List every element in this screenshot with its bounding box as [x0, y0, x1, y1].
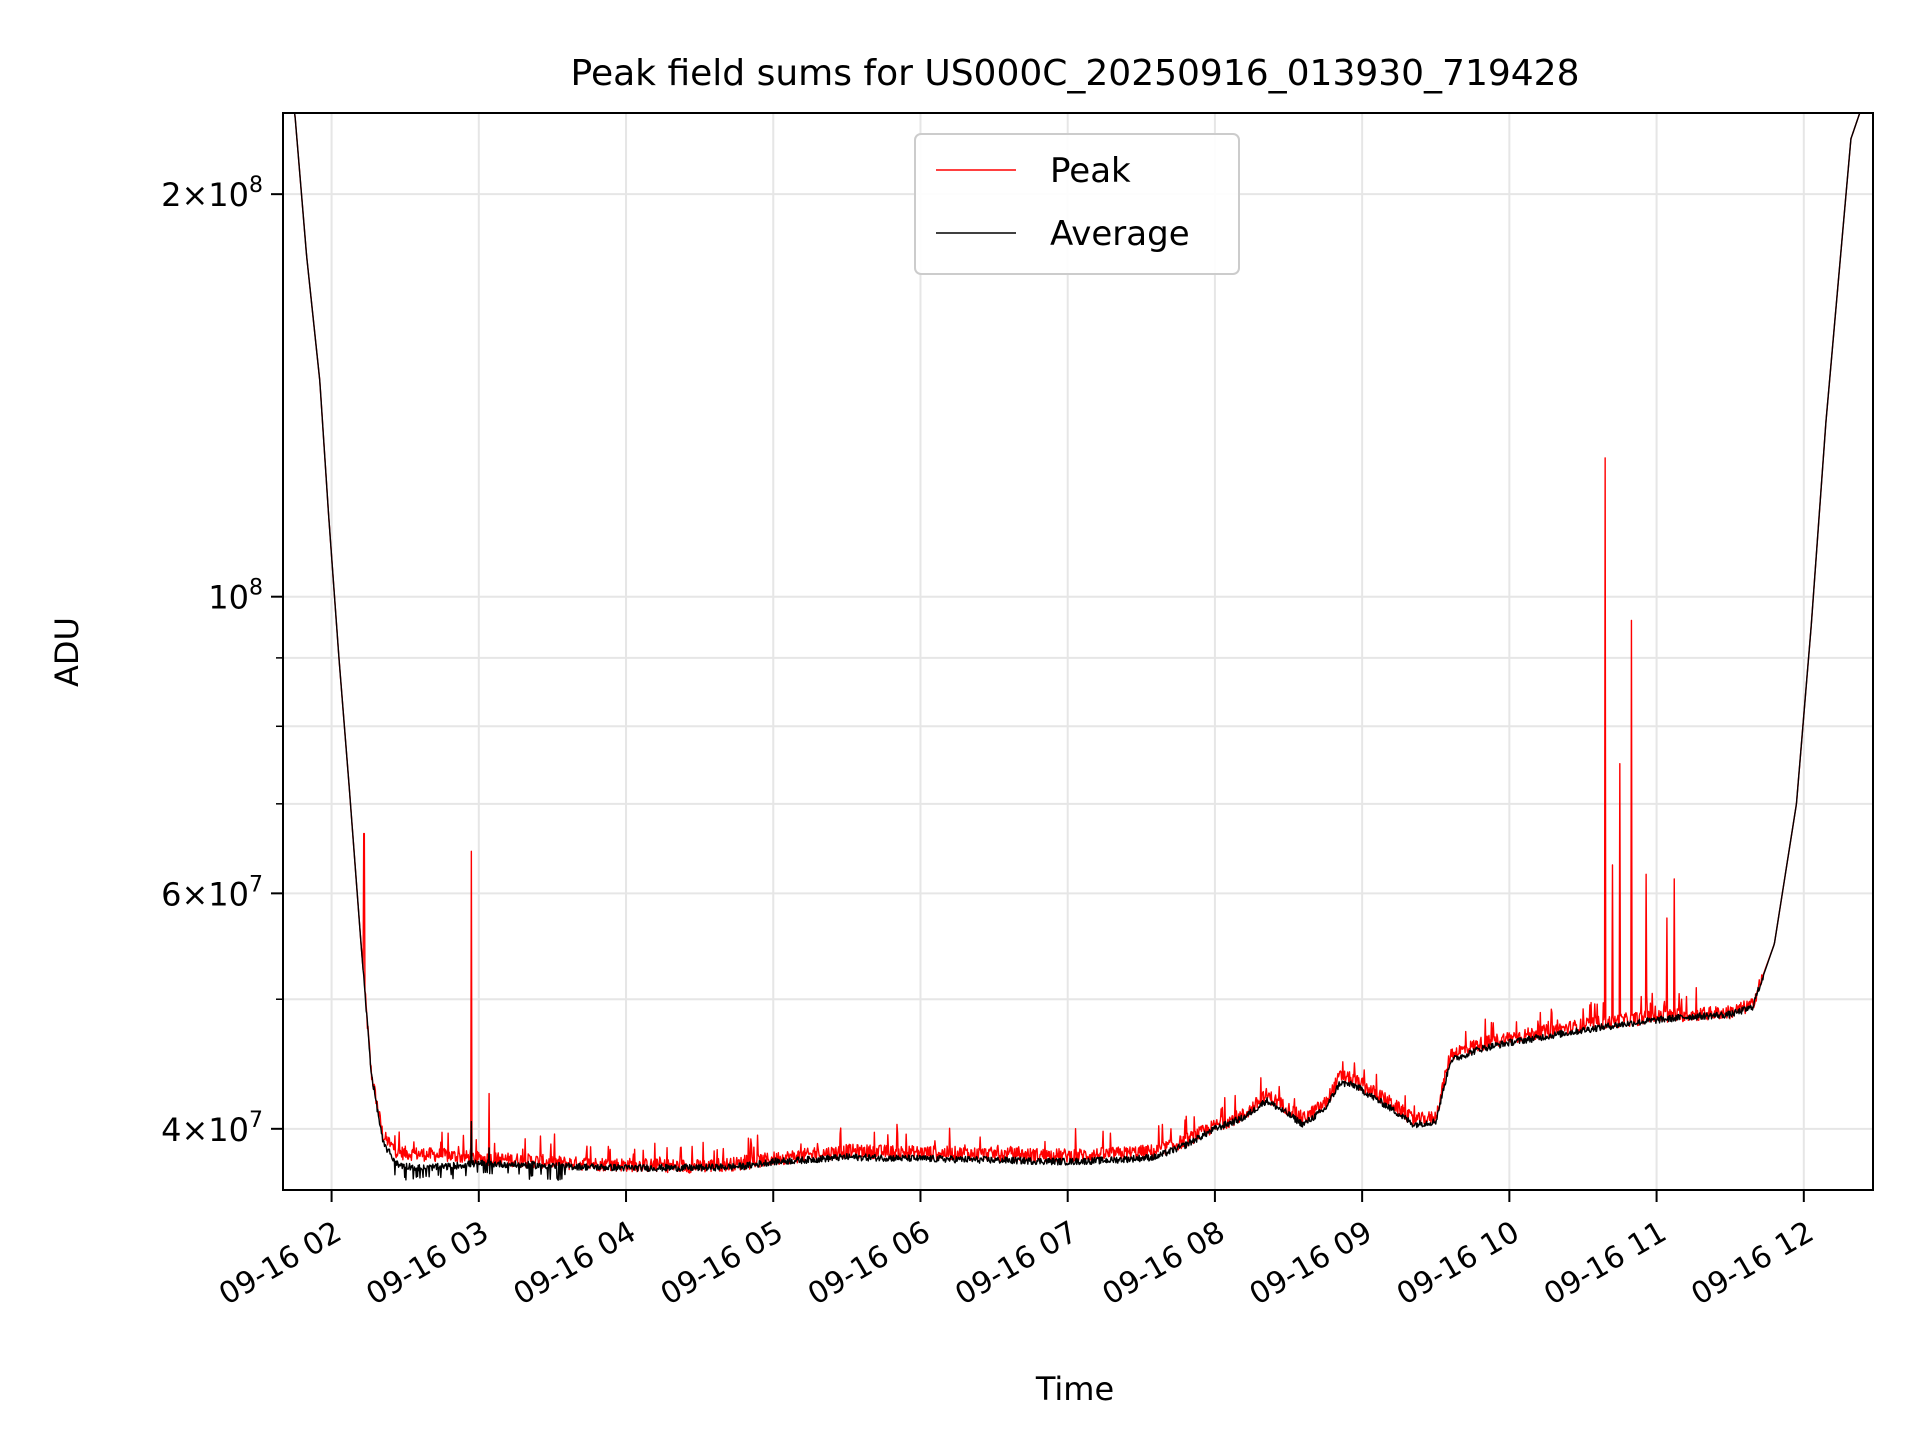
y-tick-label: 6×107 — [161, 872, 263, 913]
y-tick-exponent: 8 — [249, 173, 263, 198]
x-axis-label: Time — [1035, 1370, 1114, 1408]
y-tick-base: 6×10 — [161, 875, 249, 913]
y-tick-base: 2×10 — [161, 176, 249, 214]
chart-title: Peak field sums for US000C_20250916_0139… — [571, 53, 1580, 94]
y-tick-exponent: 7 — [249, 872, 263, 897]
legend-box — [914, 133, 1240, 275]
y-tick-base: 10 — [208, 579, 249, 617]
peak-series-line — [283, 113, 1873, 1174]
y-tick-label: 2×108 — [161, 173, 263, 214]
y-tick-base: 4×10 — [161, 1111, 249, 1149]
y-tick-exponent: 8 — [249, 576, 263, 601]
plot-frame — [282, 112, 1874, 1191]
y-tick-label: 108 — [208, 576, 263, 617]
legend: Peak Average — [914, 133, 1240, 275]
grid-lines — [283, 113, 1873, 1190]
series-layer — [283, 113, 1873, 1181]
y-tick-label: 4×107 — [161, 1108, 263, 1149]
legend-peak-label: Peak — [1050, 151, 1131, 191]
y-axis-label: ADU — [48, 617, 86, 687]
average-series-line — [283, 113, 1873, 1181]
legend-average-label: Average — [1050, 214, 1190, 254]
y-tick-exponent: 7 — [249, 1108, 263, 1133]
